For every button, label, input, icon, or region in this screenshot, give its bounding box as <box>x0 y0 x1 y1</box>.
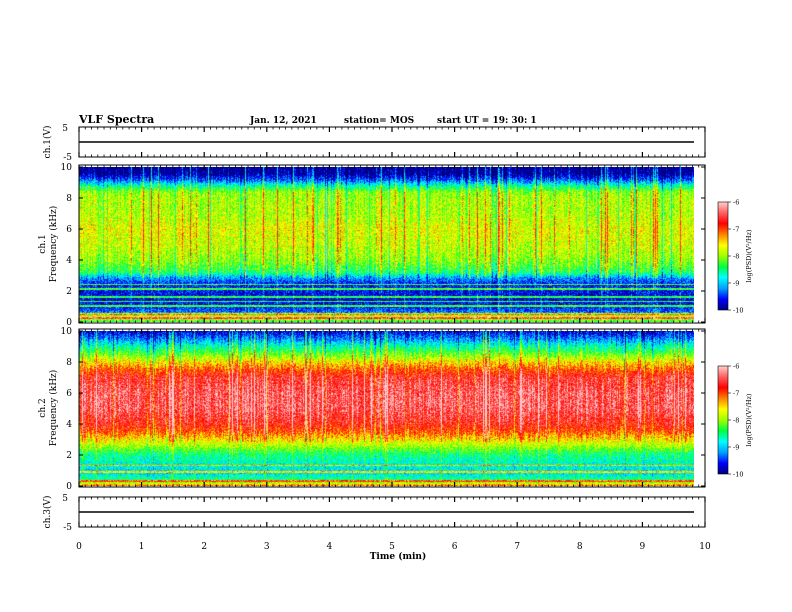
x-tick-label: 2 <box>201 542 207 552</box>
ch1-y-tick-bottom: -5 <box>63 153 72 163</box>
start-time-label: start UT = 19: 30: 1 <box>437 116 537 126</box>
colorbar-tick-label: -6 <box>733 363 739 371</box>
colorbar-tick-label: -8 <box>733 417 739 425</box>
colorbar-tick-label: -7 <box>733 390 739 398</box>
colorbar-tick-label: -10 <box>733 307 743 315</box>
y-tick-label: 2 <box>66 451 72 461</box>
ch3-y-axis-label: ch.3(V) <box>42 496 53 529</box>
x-tick-label: 0 <box>76 542 82 552</box>
x-tick-label: 5 <box>389 542 395 552</box>
y-tick-label: 2 <box>66 287 72 297</box>
x-tick-label: 7 <box>514 542 520 552</box>
ch2-spectrogram-y-axis-label: ch.2Frequency (kHz) <box>38 370 59 447</box>
y-tick-label: 6 <box>66 389 72 399</box>
x-tick-label: 1 <box>139 542 145 552</box>
ch3-y-tick-top: 5 <box>62 494 68 504</box>
colorbar-tick-label: -9 <box>733 280 739 288</box>
ch2-colorbar <box>717 365 729 475</box>
x-tick-label: 3 <box>264 542 270 552</box>
colorbar-tick-label: -9 <box>733 444 739 452</box>
ch1-spectrogram-image <box>79 167 694 322</box>
figure-title: VLF Spectra <box>78 113 154 126</box>
colorbar-tick-label: -6 <box>733 199 739 207</box>
y-tick-label: 10 <box>61 163 73 173</box>
colorbar-tick-label: -7 <box>733 226 739 234</box>
x-tick-label: 9 <box>640 542 646 552</box>
ch1-colorbar <box>717 201 729 311</box>
y-tick-label: 8 <box>66 358 72 368</box>
ch1-spectrogram-panel <box>79 167 705 322</box>
x-tick-label: 4 <box>327 542 333 552</box>
ch2-colorbar-label: log(PSD)(V²/Hz) <box>745 393 753 446</box>
colorbar-tick-label: -8 <box>733 253 739 261</box>
ch1-y-axis-label: ch.1(V) <box>42 126 53 159</box>
station-label: station= MOS <box>344 116 414 126</box>
y-tick-label: 4 <box>66 256 72 266</box>
y-tick-label: 0 <box>66 318 72 328</box>
y-tick-label: 10 <box>61 327 73 337</box>
ch2-spectrogram-panel <box>79 331 705 486</box>
ch1-spectrogram-y-axis-label: ch.1Frequency (kHz) <box>38 206 59 283</box>
date-label: Jan. 12, 2021 <box>249 116 317 126</box>
ch3-y-tick-bottom: -5 <box>63 523 72 533</box>
y-tick-label: 6 <box>66 225 72 235</box>
y-tick-label: 8 <box>66 194 72 204</box>
ch1-y-tick-top: 5 <box>62 124 68 134</box>
y-tick-label: 4 <box>66 420 72 430</box>
x-tick-label: 6 <box>452 542 458 552</box>
colorbar-tick-label: -10 <box>733 471 743 479</box>
y-tick-label: 0 <box>66 482 72 492</box>
x-axis-label: Time (min) <box>370 551 427 562</box>
x-tick-label: 10 <box>699 542 711 552</box>
ch2-spectrogram-image <box>79 331 694 486</box>
ch1-colorbar-label: log(PSD)(V²/Hz) <box>745 229 753 282</box>
x-tick-label: 8 <box>577 542 583 552</box>
